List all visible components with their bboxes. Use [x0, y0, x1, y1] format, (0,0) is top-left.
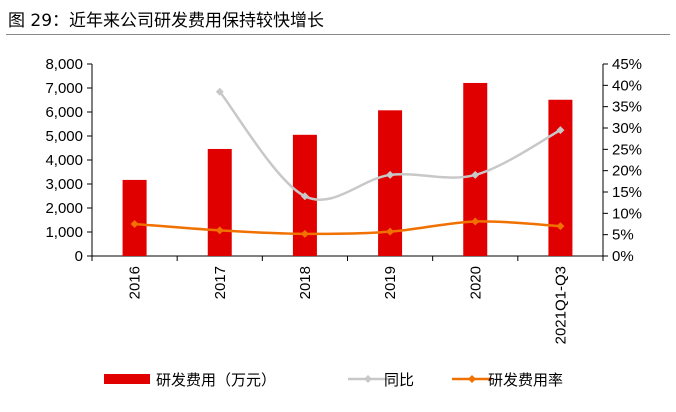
left-tick-label: 6,000: [45, 104, 83, 121]
bar: [548, 99, 573, 256]
left-tick-label: 5,000: [45, 128, 83, 145]
x-tick-label: 2019: [382, 266, 399, 299]
x-tick-label: 2018: [297, 266, 314, 299]
rate-line: [134, 220, 561, 236]
right-tick-label: 35%: [612, 99, 642, 116]
right-tick-label: 25%: [612, 141, 642, 158]
left-tick-label: 4,000: [45, 152, 83, 169]
right-tick-label: 40%: [612, 77, 642, 94]
right-tick-label: 20%: [612, 163, 642, 180]
right-tick-label: 10%: [612, 205, 642, 222]
left-tick-label: 8,000: [45, 56, 83, 73]
x-tick-label: 2020: [467, 266, 484, 299]
x-tick-label: 2021Q1-Q3: [552, 266, 569, 344]
left-tick-label: 7,000: [45, 80, 83, 97]
rate-point: [300, 229, 309, 238]
legend-label: 研发费用（万元）: [156, 371, 276, 389]
left-tick-label: 1,000: [45, 224, 83, 241]
rate-point: [130, 220, 139, 228]
legend-marker: [364, 375, 372, 383]
yoy-point: [215, 87, 224, 96]
rate-point: [386, 227, 395, 236]
right-tick-label: 45%: [612, 56, 642, 73]
right-tick-label: 0%: [612, 248, 634, 265]
rate-point: [471, 217, 480, 226]
legend-label: 同比: [384, 371, 414, 389]
yoy-point: [300, 192, 309, 201]
left-tick-label: 0: [75, 248, 83, 265]
left-tick-label: 2,000: [45, 200, 83, 217]
rate-point: [556, 222, 565, 231]
yoy-line: [218, 90, 561, 202]
title-divider: [6, 34, 670, 35]
legend-label: 研发费用率: [488, 371, 563, 389]
yoy-point: [471, 170, 480, 179]
chart-title: 图 29：近年来公司研发费用保持较快增长: [8, 11, 325, 31]
legend-bar-swatch: [104, 374, 150, 384]
yoy-point: [556, 126, 565, 135]
bar: [207, 148, 232, 256]
left-tick-label: 3,000: [45, 176, 83, 193]
yoy-point: [386, 170, 395, 179]
legend-marker: [468, 375, 476, 383]
bar: [122, 179, 147, 256]
right-tick-label: 30%: [612, 120, 642, 137]
bar: [463, 82, 488, 257]
right-tick-label: 15%: [612, 184, 642, 201]
right-tick-label: 5%: [612, 227, 634, 244]
rate-point: [215, 226, 224, 235]
x-tick-label: 2017: [212, 266, 229, 299]
x-tick-label: 2016: [127, 266, 144, 299]
